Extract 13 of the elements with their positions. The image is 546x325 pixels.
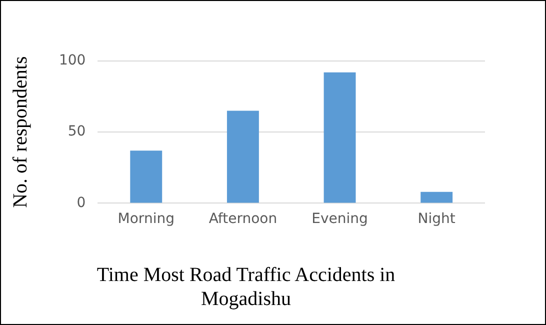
bar (324, 72, 356, 203)
y-tick-label: 100 (58, 52, 86, 69)
x-tick-label: Evening (312, 211, 368, 228)
y-tick-label: 0 (76, 194, 86, 211)
x-tick-label: Morning (118, 211, 174, 228)
bar (420, 192, 453, 203)
x-tick-label: Night (418, 211, 456, 228)
x-tick-label: Afternoon (208, 211, 278, 228)
y-axis-title: No. of respondents (9, 56, 32, 208)
y-tick-label: 50 (68, 124, 86, 140)
bar (130, 150, 162, 203)
text: Time Most Road Traffic Accidents in Mogadishu (96, 263, 396, 311)
bar (226, 110, 259, 203)
